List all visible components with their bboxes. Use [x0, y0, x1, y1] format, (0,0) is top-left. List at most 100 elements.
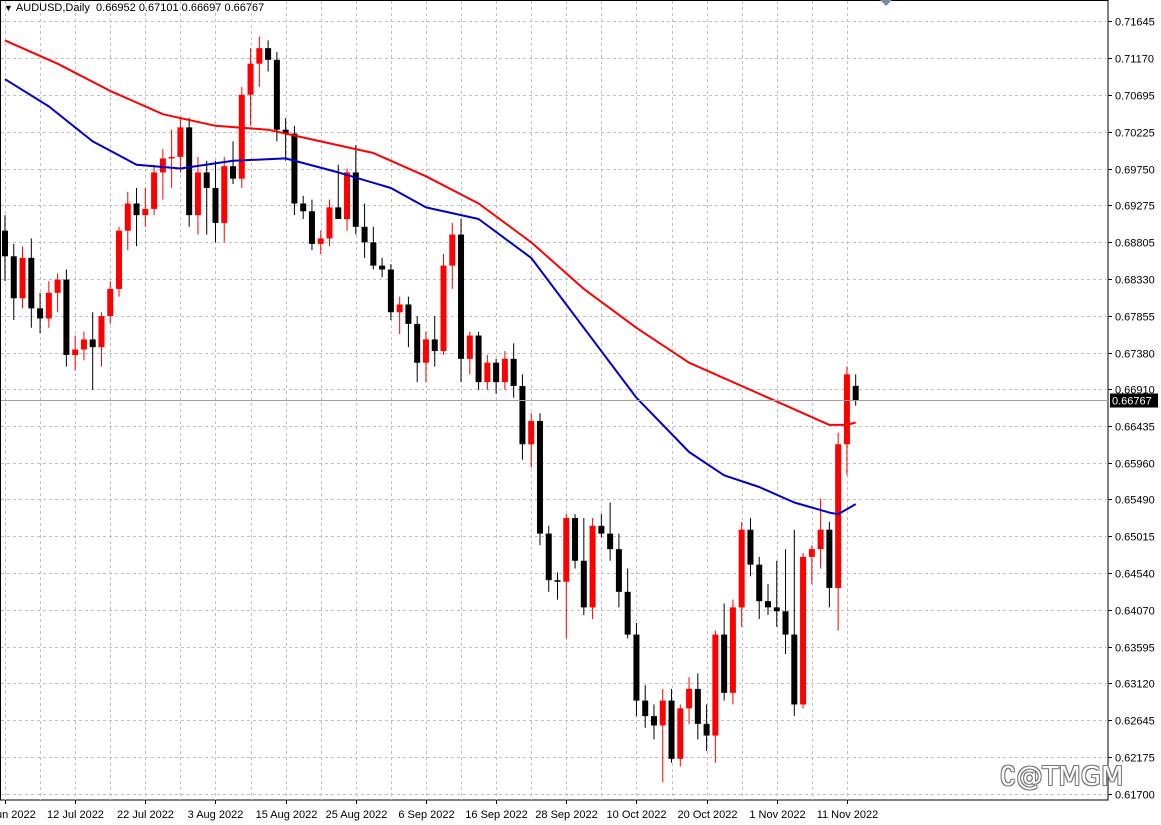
candle-body	[54, 279, 61, 293]
candle	[291, 125, 298, 216]
candle-body	[2, 230, 8, 257]
time-tick-label: 12 Jul 2022	[47, 809, 104, 821]
candle	[659, 688, 666, 783]
candle	[387, 264, 394, 320]
candle	[721, 603, 728, 701]
time-tick-label: 6 Sep 2022	[398, 809, 454, 821]
candle	[238, 86, 245, 188]
candle-body	[326, 207, 333, 239]
candle	[396, 296, 403, 334]
candle	[370, 226, 377, 270]
time-axis: 30 Jun 2022 12 Jul 2022 22 Jul 2022 3 Aug 2…	[0, 800, 878, 821]
candle	[729, 599, 736, 705]
candle	[273, 52, 280, 142]
candle-body	[528, 420, 535, 445]
candle	[194, 156, 201, 235]
candle-body	[843, 374, 850, 445]
candle-body	[563, 518, 570, 582]
candle	[773, 560, 780, 627]
current-price-label: 0.66767	[1112, 396, 1152, 408]
candle-body	[247, 63, 254, 95]
candle	[89, 312, 96, 390]
candle	[335, 164, 342, 220]
candle	[642, 685, 649, 728]
price-tick-label: 0.65490	[1115, 495, 1155, 507]
candle	[747, 518, 754, 577]
candle	[405, 296, 412, 348]
candle	[317, 230, 324, 254]
candle	[379, 257, 386, 278]
candle-body	[536, 420, 543, 534]
candle	[510, 343, 517, 398]
candle	[624, 568, 631, 639]
candle-body	[589, 525, 596, 608]
candle-body	[28, 257, 35, 309]
candle	[572, 514, 579, 569]
candle-body	[89, 339, 96, 348]
candle-body	[659, 700, 666, 726]
candle-body	[694, 688, 701, 724]
candle-body	[650, 716, 657, 726]
candle-body	[484, 362, 491, 383]
candle	[703, 704, 710, 752]
candle-body	[747, 529, 754, 565]
candle	[686, 677, 693, 724]
candle-body	[361, 226, 368, 243]
candle	[484, 354, 491, 390]
candle	[265, 40, 272, 72]
price-axis: 0.71645 0.71170 0.70695 0.70225 0.69750 0.692…	[1108, 17, 1155, 802]
candle-body	[159, 158, 166, 173]
candle-body	[800, 556, 807, 705]
chart-shift-marker-icon[interactable]	[880, 0, 892, 6]
candle-body	[396, 304, 403, 313]
candle	[791, 529, 798, 717]
candle-body	[116, 230, 123, 289]
candle-body	[405, 304, 412, 324]
time-tick-label: 25 Aug 2022	[326, 809, 388, 821]
candle	[677, 704, 684, 767]
candle-body	[37, 308, 44, 319]
time-tick-label: 15 Aug 2022	[256, 809, 318, 821]
candle	[45, 281, 52, 328]
candle-body	[45, 292, 52, 319]
price-tick-label: 0.67380	[1115, 349, 1155, 361]
price-tick-label: 0.65015	[1115, 532, 1155, 544]
candle-body	[317, 238, 324, 244]
price-tick-label: 0.69275	[1115, 201, 1155, 213]
time-tick-label: 22 Jul 2022	[117, 809, 174, 821]
candle	[607, 502, 614, 561]
price-tick-label: 0.63120	[1115, 679, 1155, 691]
candle-body	[782, 611, 789, 635]
time-tick-label: 20 Oct 2022	[678, 809, 738, 821]
candle	[633, 622, 640, 717]
price-tick-label: 0.71645	[1115, 17, 1155, 29]
candle-body	[852, 385, 859, 401]
candle	[422, 331, 429, 383]
candle-body	[256, 48, 263, 64]
candle-body	[493, 362, 500, 383]
candle	[826, 521, 833, 608]
candle	[764, 584, 771, 616]
candle	[589, 518, 596, 620]
candle	[712, 630, 719, 763]
candle-body	[98, 316, 105, 348]
candle	[475, 331, 482, 390]
candle	[256, 36, 263, 87]
time-tick-label: 10 Oct 2022	[607, 809, 667, 821]
candle	[668, 688, 675, 763]
candle	[159, 149, 166, 200]
time-tick-label: 11 Nov 2022	[817, 809, 879, 821]
candle-body	[510, 358, 517, 387]
candle-body	[133, 203, 140, 216]
current-price-box	[1110, 393, 1158, 408]
candle-body	[580, 560, 587, 608]
collapse-triangle-icon[interactable]: ▼	[4, 3, 13, 13]
candle-body	[633, 634, 640, 701]
candle	[344, 168, 351, 231]
candle-body	[458, 234, 465, 359]
candle	[431, 316, 438, 367]
price-tick-label: 0.68330	[1115, 275, 1155, 287]
price-tick-label: 0.65960	[1115, 459, 1155, 471]
